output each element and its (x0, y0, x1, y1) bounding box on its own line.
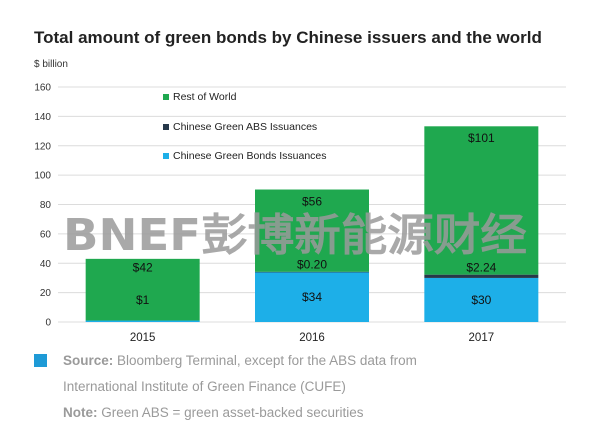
bar-segment (255, 189, 369, 272)
bar-segment (85, 258, 200, 321)
y-tick-label: 80 (40, 200, 52, 211)
data-label: $42 (133, 261, 153, 275)
legend-label: Chinese Green ABS Issuances (173, 121, 317, 133)
footnote-note: Note: Green ABS = green asset-backed sec… (63, 405, 364, 420)
data-label: $2.24 (466, 260, 496, 274)
y-tick-label: 20 (40, 288, 52, 299)
data-label: $0.20 (297, 257, 327, 271)
bar-segment (424, 126, 539, 275)
data-label: $56 (302, 194, 322, 208)
footnote-source: Source: Bloomberg Terminal, except for t… (63, 353, 417, 368)
y-tick-label: 140 (34, 112, 51, 123)
chart-title: Total amount of green bonds by Chinese i… (34, 28, 542, 47)
bar-segment (424, 277, 539, 322)
y-tick-label: 0 (45, 318, 51, 329)
y-tick-label: 160 (34, 83, 51, 94)
legend-swatch (163, 124, 169, 130)
y-tick-label: 60 (40, 229, 52, 240)
data-label: $34 (302, 290, 322, 304)
data-label: $1 (136, 293, 150, 307)
source-label: Source: (63, 353, 114, 368)
bar-segment (255, 271, 369, 273)
legend-label: Rest of World (173, 91, 237, 103)
y-tick-label: 100 (34, 171, 51, 182)
footnote-source-line2: International Institute of Green Finance… (63, 379, 346, 394)
bar-segment (424, 274, 539, 278)
y-tick-label: 40 (40, 259, 52, 270)
legend-swatch (163, 153, 169, 159)
footnote-marker (34, 354, 47, 367)
stacked-bar-chart: $ billion 0 20 40 60 80 100 120 140 160 2015 2016 20… (34, 59, 566, 344)
data-label: $30 (471, 293, 491, 307)
source-text: Bloomberg Terminal, except for the ABS d… (113, 353, 417, 368)
data-label: $101 (468, 131, 495, 145)
x-tick-label: 2016 (299, 332, 325, 344)
x-tick-label: 2017 (469, 332, 495, 344)
legend-label: Chinese Green Bonds Issuances (173, 150, 327, 162)
legend-swatch (163, 94, 169, 100)
note-label: Note: (63, 405, 98, 420)
bar-segment (255, 272, 369, 322)
x-tick-label: 2015 (130, 332, 156, 344)
note-text: Green ABS = green asset-backed securitie… (97, 405, 364, 420)
watermark: BNEF彭博新能源财经 (63, 210, 527, 261)
bar-segment (85, 320, 200, 322)
y-tick-label: 120 (34, 141, 51, 152)
y-axis-label: $ billion (34, 59, 68, 70)
